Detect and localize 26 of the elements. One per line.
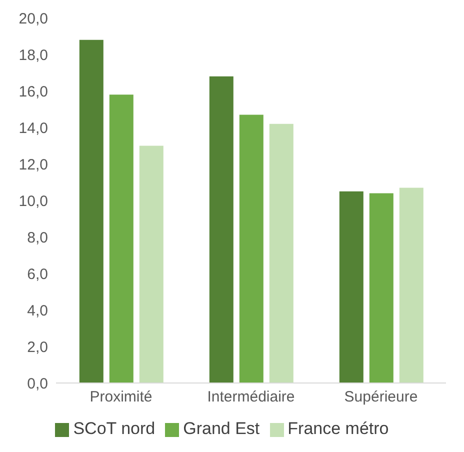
y-tick-label: 20,0 bbox=[18, 10, 48, 28]
y-tick-label: 18,0 bbox=[18, 46, 48, 64]
y-tick-label: 4,0 bbox=[27, 302, 48, 320]
x-tick-label: Proximité bbox=[90, 388, 152, 406]
bar bbox=[269, 124, 294, 383]
bar bbox=[139, 146, 164, 383]
bar bbox=[339, 191, 364, 383]
bar bbox=[109, 94, 134, 383]
y-tick-label: 10,0 bbox=[18, 192, 48, 210]
y-tick-label: 8,0 bbox=[27, 229, 48, 246]
bar bbox=[369, 193, 394, 383]
legend-label: Grand Est bbox=[183, 419, 260, 438]
bar bbox=[209, 76, 234, 383]
y-tick-label: 16,0 bbox=[18, 83, 48, 100]
x-tick-label: Intermédiaire bbox=[207, 388, 295, 406]
bar bbox=[399, 188, 424, 383]
y-tick-label: 14,0 bbox=[18, 120, 48, 137]
legend-label: France métro bbox=[288, 419, 389, 438]
y-tick-label: 12,0 bbox=[18, 156, 48, 174]
bar bbox=[79, 40, 104, 383]
bar bbox=[239, 114, 264, 383]
x-tick-label: Supérieure bbox=[344, 388, 418, 406]
y-tick-label: 6,0 bbox=[27, 266, 48, 283]
y-tick-label: 0,0 bbox=[27, 375, 48, 392]
y-tick-label: 2,0 bbox=[27, 338, 48, 356]
legend-label: SCoT nord bbox=[73, 419, 156, 438]
